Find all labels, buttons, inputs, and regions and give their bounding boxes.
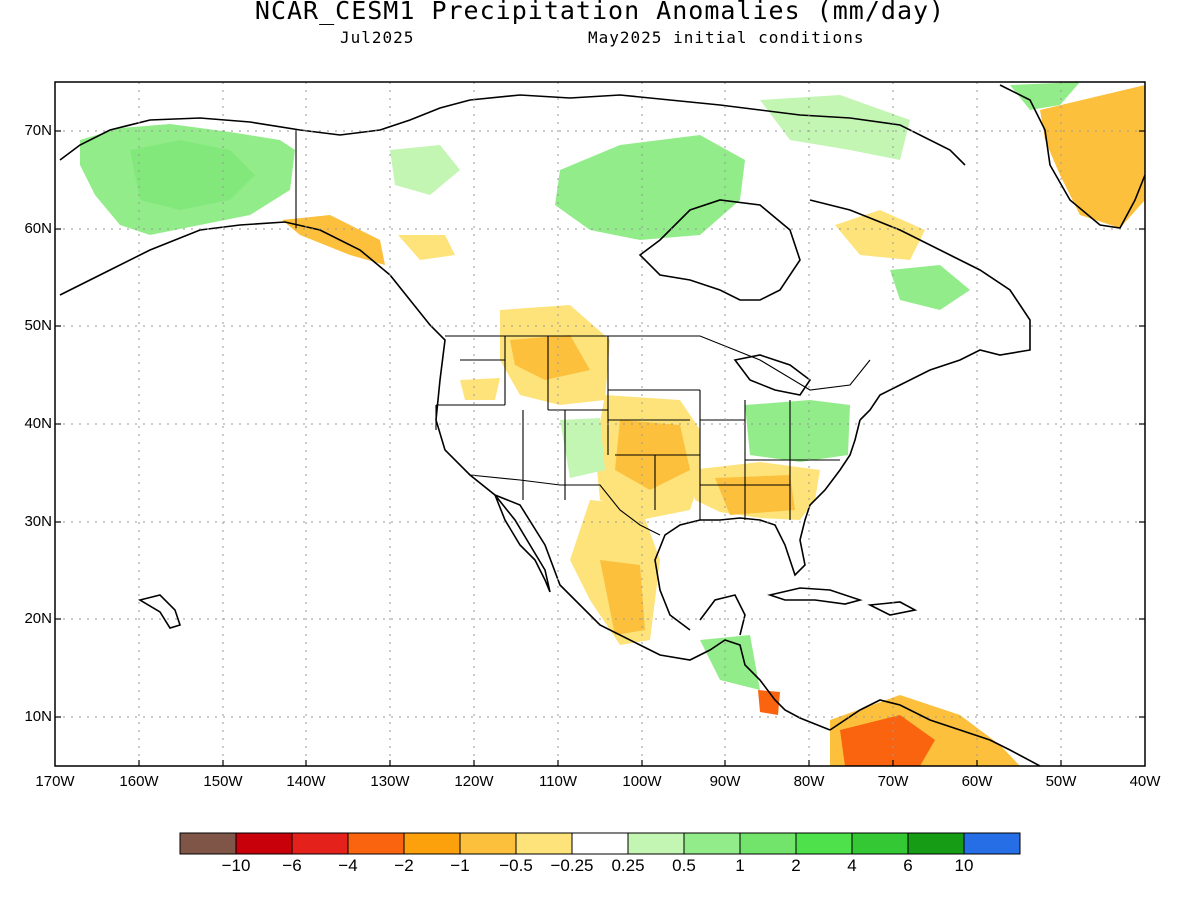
colorbar-swatch-7	[571, 832, 629, 855]
colorbar-swatch-4	[403, 832, 461, 855]
colorbar-label-4: −1	[450, 856, 470, 875]
colorbar-label-1: −6	[282, 856, 302, 875]
lat-label-20n: 20N	[24, 610, 52, 627]
lon-label-40w: 40W	[1129, 773, 1161, 790]
colorbar-label-9: 1	[735, 856, 745, 875]
map-title: NCAR_CESM1 Precipitation Anomalies (mm/d…	[254, 0, 946, 25]
colorbar-label-5: −0.5	[499, 856, 533, 875]
greenland-coastline	[999, 84, 1145, 229]
anomaly-area-central-america-wet	[700, 635, 760, 690]
target-month: Jul2025	[340, 28, 415, 47]
hawaii-coastline	[137, 594, 182, 629]
lat-label-30n: 30N	[24, 513, 52, 530]
anomaly-area-greenland-dry	[1040, 85, 1145, 228]
graticule	[55, 82, 1145, 766]
coastlines	[59, 84, 1145, 766]
lon-label-90w: 90W	[709, 773, 741, 790]
colorbar-swatch-11	[795, 832, 853, 855]
lat-label-70n: 70N	[24, 122, 52, 139]
lon-label-50w: 50W	[1045, 773, 1077, 790]
anomaly-area-mexico-dry-core	[600, 560, 645, 635]
baja-coastline	[494, 494, 551, 593]
alaska-coastline	[59, 221, 831, 731]
colorbar-label-11: 4	[847, 856, 857, 875]
anomaly-area-nwt-wet	[390, 145, 460, 195]
lon-label-170w: 170W	[35, 773, 75, 790]
anomaly-area-ohio-valley-wet	[745, 400, 850, 462]
anomaly-area-northwest-dry	[460, 378, 500, 400]
yucatan-coastline	[699, 594, 746, 636]
lat-label-40n: 40N	[24, 415, 52, 432]
colorbar-swatch-2	[291, 832, 349, 855]
political-borders	[295, 130, 871, 536]
anomaly-area-bc-dry	[398, 235, 455, 260]
lon-label-140w: 140W	[286, 773, 326, 790]
colorbar-label-7: 0.25	[611, 856, 645, 875]
labrador-coastline	[809, 199, 1031, 421]
colorbar-swatch-3	[347, 832, 405, 855]
colorbar-label-6: −0.25	[550, 856, 594, 875]
lat-label-10n: 10N	[24, 708, 52, 725]
anomaly-area-montana-dry	[510, 335, 590, 380]
us-east-coastline	[654, 419, 861, 631]
cuba-coastline	[767, 587, 863, 605]
colorbar-swatch-1	[235, 832, 293, 855]
canada-arctic-coastline	[469, 94, 966, 166]
axis-ticks	[55, 130, 1145, 766]
colorbar-label-8: 0.5	[672, 856, 696, 875]
anomaly-area-canada-wet	[555, 135, 745, 240]
us-canada-border	[445, 335, 871, 391]
colorbar-label-12: 6	[903, 856, 913, 875]
lon-label-150w: 150W	[203, 773, 243, 790]
us-mexico-border	[469, 474, 661, 536]
colorbar-label-3: −2	[394, 856, 414, 875]
initial-conditions: May2025 initial conditions	[588, 28, 865, 47]
anomaly-area-quebec-dry	[835, 210, 925, 260]
anomaly-area-southwest-wet	[560, 418, 605, 478]
colorbar-swatch-9	[683, 832, 741, 855]
lat-label-60n: 60N	[24, 220, 52, 237]
lon-label-70w: 70W	[877, 773, 909, 790]
lon-label-120w: 120W	[454, 773, 494, 790]
colorbar-swatch-8	[627, 832, 685, 855]
lon-label-110w: 110W	[538, 773, 578, 790]
colorbar-label-10: 2	[791, 856, 801, 875]
anomaly-shading	[80, 82, 1145, 766]
lon-label-160w: 160W	[119, 773, 159, 790]
anomaly-area-south-america-dry-core	[840, 715, 935, 766]
lon-label-80w: 80W	[793, 773, 825, 790]
south-america-coastline	[829, 699, 1041, 766]
lon-label-100w: 100W	[622, 773, 662, 790]
lon-label-60w: 60W	[961, 773, 993, 790]
colorbar-swatch-10	[739, 832, 797, 855]
hispaniola-coastline	[867, 601, 918, 616]
colorbar-label-13: 10	[954, 856, 974, 875]
lon-label-130w: 130W	[370, 773, 410, 790]
anomaly-area-quebec-wet	[890, 265, 970, 310]
colorbar-swatch-5	[459, 832, 517, 855]
anomaly-area-greenland-wet	[1010, 82, 1080, 110]
anomaly-area-panama-dry	[758, 690, 780, 715]
us-state-borders	[435, 336, 840, 520]
colorbar-swatch-0	[179, 832, 237, 855]
colorbar-swatch-13	[907, 832, 965, 855]
anomaly-area-arctic-wet	[760, 95, 910, 160]
colorbar-swatch-12	[851, 832, 909, 855]
colorbar-label-2: −4	[338, 856, 358, 875]
colorbar-label-0: −10	[221, 856, 251, 875]
alaska-north-coastline	[59, 99, 471, 161]
anomaly-area-alaska-wet-core	[130, 140, 255, 210]
colorbar-swatch-6	[515, 832, 573, 855]
map-panel	[55, 82, 1145, 766]
hudson-bay-coastline	[638, 199, 801, 301]
lat-label-50n: 50N	[24, 317, 52, 334]
colorbar-swatch-14	[963, 832, 1021, 855]
colorbar	[179, 832, 1021, 855]
